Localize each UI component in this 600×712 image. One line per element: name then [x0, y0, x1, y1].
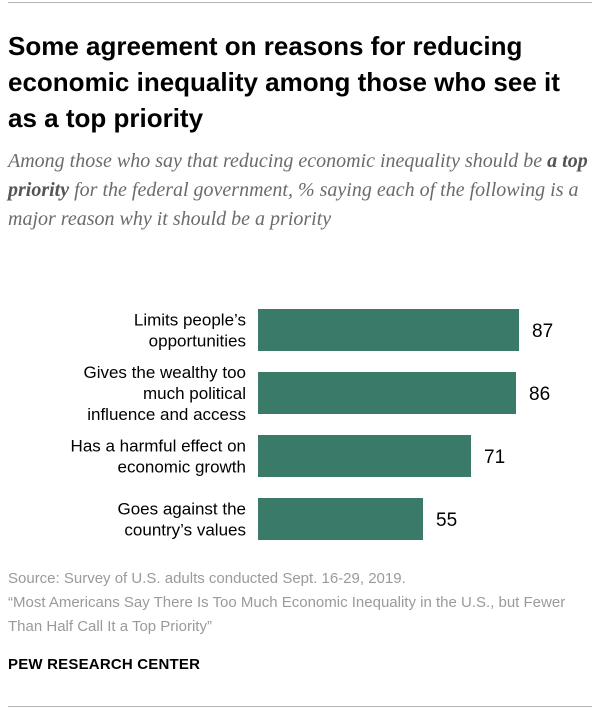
category-label: Gives the wealthy too much political influ…: [83, 363, 246, 424]
bar-value-label: 86: [529, 384, 550, 405]
pew-research-center-logo: PEW RESEARCH CENTER: [8, 656, 201, 673]
source-line-1: Source: Survey of U.S. adults conducted …: [8, 570, 406, 587]
bar: [258, 372, 516, 414]
top-rule: [8, 2, 592, 3]
bar: [258, 309, 519, 351]
category-label: Has a harmful effect on economic growth: [71, 437, 246, 477]
category-label-line: Limits people’s: [134, 311, 246, 330]
bar: [258, 498, 423, 540]
category-label-line: influence and access: [87, 405, 246, 424]
category-label-line: much political: [143, 384, 246, 403]
subtitle-text-after: for the federal government, % saying eac…: [8, 179, 579, 230]
source-note: Source: Survey of U.S. adults conducted …: [8, 567, 593, 639]
category-label: Goes against the country’s values: [117, 500, 246, 540]
category-label-line: economic growth: [117, 458, 246, 477]
category-label-line: country’s values: [124, 521, 246, 540]
chart-subtitle: Among those who say that reducing econom…: [8, 147, 593, 234]
bar-value-label: 71: [484, 447, 505, 468]
source-line-2: “Most Americans Say There Is Too Much Ec…: [8, 594, 566, 635]
bar-value-label: 55: [436, 510, 457, 531]
category-label: Limits people’s opportunities: [134, 311, 246, 351]
category-label-line: Gives the wealthy too: [83, 363, 246, 382]
category-label-line: opportunities: [149, 332, 246, 351]
bar-chart: 87 Limits people’s opportunities 86 Gives th…: [71, 309, 553, 540]
category-label-line: Has a harmful effect on: [71, 437, 246, 456]
category-label-line: Goes against the: [117, 500, 246, 519]
chart-title: Some agreement on reasons for reducing e…: [8, 31, 560, 133]
bottom-rule: [8, 706, 592, 707]
subtitle-text-before: Among those who say that reducing econom…: [8, 150, 548, 172]
bar: [258, 435, 471, 477]
bar-value-label: 87: [532, 321, 553, 342]
subtitle-emphasis: a top priority: [8, 150, 588, 201]
